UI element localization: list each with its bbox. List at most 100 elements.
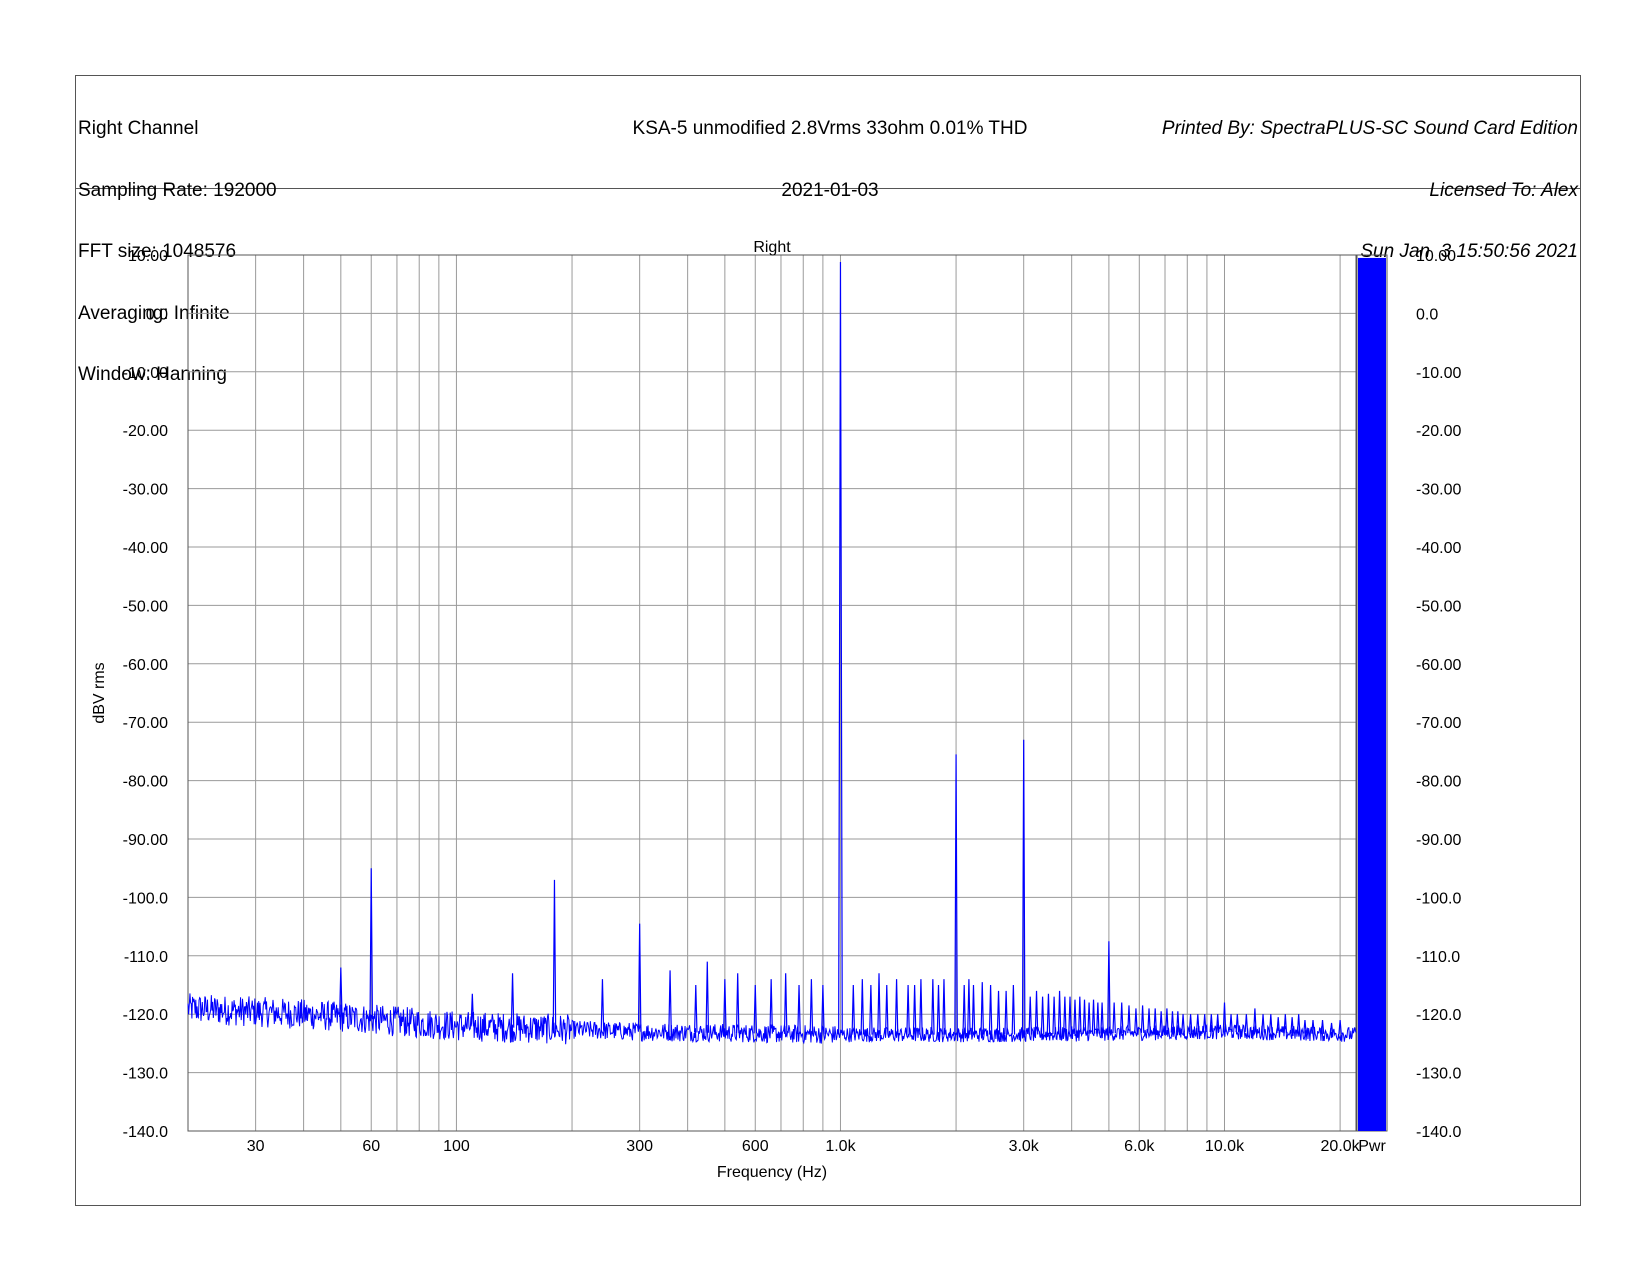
spectrum-peak: [1040, 996, 1045, 1035]
power-bar-fill: [1358, 257, 1386, 1131]
power-bar-label: Pwr: [1358, 1138, 1386, 1155]
spectrum-peak: [1244, 1014, 1249, 1033]
y-tick-label-right: -40.00: [1416, 540, 1461, 557]
spectrum-peak: [1303, 1019, 1307, 1034]
x-tick-label: 1.0k: [825, 1138, 856, 1155]
sampling-rate-label: Sampling Rate: 192000: [78, 179, 277, 201]
spectrum-peak: [637, 923, 642, 1032]
spectrum-peak: [1253, 1008, 1257, 1033]
spectrum-peak: [1153, 1008, 1157, 1033]
spectrum-peak: [877, 973, 881, 1035]
spectrum-peak: [552, 879, 557, 1030]
y-tick-label-right: -20.00: [1416, 423, 1461, 440]
y-tick-label: -140.0: [123, 1124, 168, 1141]
x-tick-label: 60: [362, 1138, 380, 1155]
spectrum-peak: [1261, 1014, 1265, 1033]
spectrum-peak: [1195, 1014, 1200, 1033]
spectrum-peak: [339, 967, 343, 1018]
spectrum-peak: [369, 868, 374, 1020]
spectrum-peak: [735, 973, 740, 1034]
y-tick-label-right: -140.0: [1416, 1124, 1461, 1141]
spectrum-peak: [1222, 1002, 1227, 1032]
spectrum-peak: [1338, 1019, 1342, 1035]
spectrum-peak: [988, 984, 993, 1035]
report-title-block: KSA-5 unmodified 2.8Vrms 33ohm 0.01% THD…: [520, 78, 1140, 222]
spectrum-peak: [1283, 1014, 1288, 1034]
spectrum-peak: [1140, 1005, 1145, 1033]
print-info: Printed By: SpectraPLUS-SC Sound Card Ed…: [1162, 78, 1578, 283]
spectrum-trace-group: [187, 262, 1357, 1045]
licensed-to-label: Licensed To: Alex: [1429, 179, 1578, 201]
spectrum-peak: [1119, 1002, 1124, 1034]
spectrum-peak: [809, 979, 814, 1035]
spectrum-peak: [936, 984, 941, 1035]
header-divider: [75, 188, 1581, 189]
y-tick-label-right: -50.00: [1416, 598, 1461, 615]
spectrum-peak: [1087, 1002, 1091, 1034]
y-tick-label: -10.00: [123, 365, 168, 382]
spectrum-peak: [954, 754, 958, 1035]
window-label: Window: Hanning: [78, 364, 227, 385]
spectrum-peak: [1165, 1008, 1169, 1033]
spectrum-peak: [980, 982, 985, 1035]
spectrum-peak: [668, 970, 672, 1033]
x-tick-label: 6.0k: [1124, 1138, 1155, 1155]
spectrum-peak: [1320, 1019, 1325, 1034]
chart-title: Right: [753, 239, 791, 256]
spectrum-peak: [1290, 1017, 1294, 1034]
channel-label: Right Channel: [78, 118, 199, 139]
spectrum-peak: [912, 984, 917, 1035]
y-tick-label: -120.0: [123, 1007, 168, 1024]
spectrum-peak: [1004, 990, 1008, 1035]
y-tick-label-right: 10.00: [1416, 248, 1456, 265]
spectrum-peak: [1176, 1011, 1180, 1033]
spectrum-peak: [894, 979, 899, 1035]
spectrum-peak: [942, 979, 946, 1035]
spectrum-peak: [510, 973, 515, 1028]
report-date: 2021-01-03: [781, 179, 879, 201]
spectrum-peak: [1028, 996, 1033, 1035]
spectrum-peak: [884, 984, 889, 1035]
spectrum-peak: [1235, 1014, 1240, 1033]
spectrum-peak: [971, 984, 976, 1035]
spectrum-peak: [1052, 996, 1056, 1035]
spectrum-peak: [1034, 990, 1039, 1035]
y-tick-label: -50.00: [123, 598, 168, 615]
y-tick-label: -80.00: [123, 774, 168, 791]
plot-border: [187, 254, 1357, 1132]
spectrum-peak: [1100, 1002, 1104, 1034]
spectrum-peak: [919, 979, 923, 1035]
measurement-settings: Right Channel Sampling Rate: 192000 FFT …: [78, 78, 277, 406]
y-tick-label: -130.0: [123, 1066, 168, 1083]
spectrum-peak: [769, 979, 773, 1034]
print-timestamp: Sun Jan 3 15:50:56 2021: [1360, 241, 1578, 262]
spectrum-peak: [1311, 1019, 1315, 1034]
y-tick-label: -90.00: [123, 832, 168, 849]
y-tick-label: -110.0: [124, 949, 168, 966]
spectrum-peak: [906, 984, 910, 1035]
x-tick-label: 30: [247, 1138, 265, 1155]
spectrum-peak: [600, 979, 605, 1031]
y-tick-labels-right: 10.00 0.0 -10.00 -20.00 -30.00 -40.00 -50.00 -6…: [1416, 248, 1461, 1141]
spectrum-peak: [1329, 1022, 1334, 1035]
spectrum-peak: [693, 984, 698, 1033]
spectrum-peak: [1181, 1014, 1185, 1033]
spectrum-peak: [931, 979, 935, 1035]
y-tick-label-right: 0.0: [1416, 306, 1438, 323]
spectrum-peak: [1073, 999, 1077, 1034]
spectrum-peak: [723, 979, 727, 1033]
spectrum-peak: [1021, 739, 1026, 1035]
spectrum-peak: [1096, 1002, 1100, 1034]
spectrum-peak: [1209, 1014, 1214, 1032]
spectrum-peak: [1011, 984, 1016, 1035]
spectrum-peak: [1159, 1011, 1163, 1033]
spectrum-peak: [1046, 993, 1051, 1035]
spectrum-peak: [1269, 1014, 1273, 1033]
spectrum-peak: [797, 984, 801, 1035]
spectrum-peak: [1276, 1017, 1281, 1033]
x-tick-label: 300: [626, 1138, 653, 1155]
x-tick-label: 10.0k: [1205, 1138, 1245, 1155]
spectrum-peak: [1147, 1008, 1151, 1033]
spectrum-peak: [838, 262, 843, 1035]
